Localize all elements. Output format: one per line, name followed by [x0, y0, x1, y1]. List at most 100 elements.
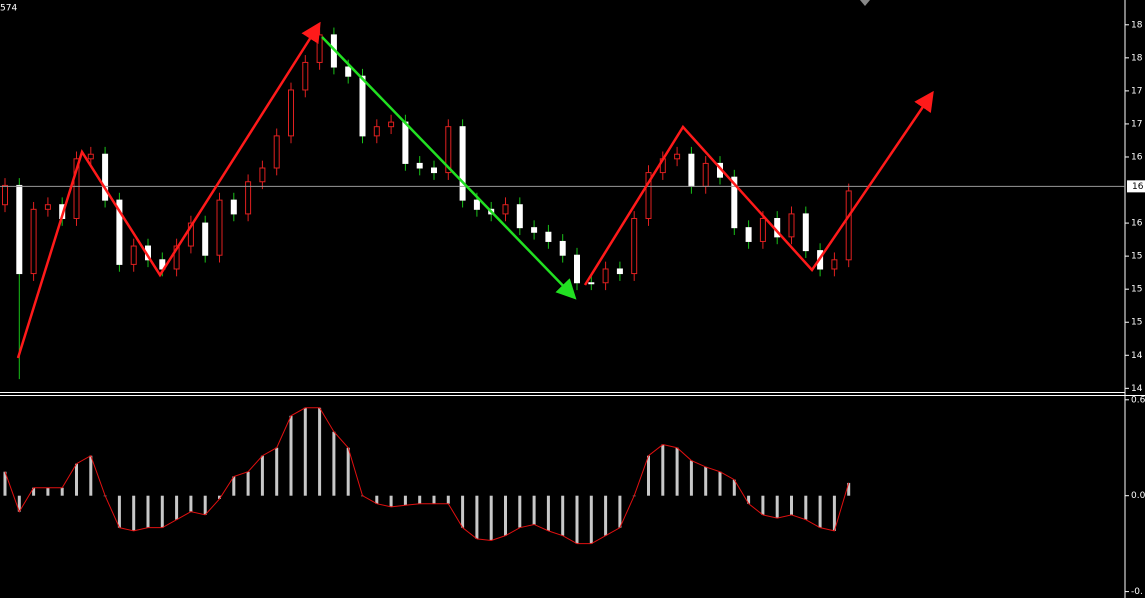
- candle-body: [316, 34, 323, 63]
- candle-body: [459, 126, 466, 201]
- candle-body: [245, 181, 252, 215]
- histogram-bar: [618, 495, 622, 528]
- candle-body: [688, 153, 695, 187]
- candle-body: [16, 184, 23, 275]
- candle-body: [44, 204, 51, 210]
- candle-body: [73, 158, 80, 219]
- histogram-bar: [60, 487, 64, 496]
- candle-body: [230, 199, 237, 215]
- y-tick-label: 15: [1131, 318, 1142, 328]
- histogram-bar: [561, 495, 565, 536]
- histogram-bar: [804, 495, 808, 520]
- candle-body: [187, 222, 194, 247]
- histogram-bar: [589, 495, 593, 544]
- histogram-bar: [747, 495, 751, 504]
- histogram-bar: [604, 495, 608, 536]
- y-tick-label: 17: [1131, 119, 1142, 129]
- plot: 18 18 17 17 16 16 15 15 15 14 14 16 0.6 0.0 -0.: [0, 20, 1145, 597]
- histogram-bar: [117, 495, 121, 528]
- histogram-bar: [647, 455, 650, 496]
- y-tick-label: 0.0: [1131, 491, 1145, 501]
- histogram-bar: [246, 471, 250, 496]
- candle-body: [445, 126, 452, 174]
- trend-arrow: [321, 36, 577, 300]
- current-price-label: 16: [1132, 182, 1144, 192]
- histogram-bar: [546, 495, 550, 531]
- histogram-bar: [518, 495, 522, 528]
- histogram-bar: [218, 495, 221, 499]
- histogram-bar: [375, 495, 379, 504]
- histogram-bar: [46, 487, 50, 496]
- candle-body: [745, 227, 752, 242]
- candle-body: [645, 172, 652, 219]
- histogram-bar: [704, 466, 708, 496]
- candle-body: [388, 121, 395, 128]
- histogram-bar: [818, 495, 822, 528]
- histogram-bar: [132, 495, 136, 531]
- histogram-bar: [332, 431, 336, 496]
- y-tick-label: 14: [1131, 351, 1143, 361]
- y-tick-label: 16: [1131, 219, 1143, 229]
- candle-body: [30, 208, 37, 275]
- histogram-bar: [389, 495, 393, 507]
- candle-body: [802, 213, 809, 252]
- candle-body: [759, 217, 766, 242]
- y-tick-label: 15: [1131, 252, 1142, 262]
- histogram-bar: [475, 495, 479, 539]
- y-tick-label: -0.: [1131, 587, 1143, 597]
- candle-body: [402, 121, 409, 164]
- candle-body: [173, 245, 180, 270]
- histogram-bar: [303, 407, 307, 496]
- histogram-bar: [289, 415, 293, 496]
- y-tick-label: 14: [1131, 384, 1143, 394]
- histogram-bar: [775, 495, 779, 519]
- candle-body: [359, 75, 366, 137]
- candle-body: [588, 282, 595, 285]
- y-tick-label: 15: [1131, 285, 1142, 295]
- histogram-bar: [17, 495, 21, 512]
- histogram-bar: [160, 495, 164, 528]
- trend-arrow: [583, 90, 934, 286]
- histogram-bar: [832, 495, 836, 531]
- candle-body: [545, 231, 552, 242]
- histogram-bar: [689, 460, 693, 496]
- candle-body: [516, 204, 523, 229]
- histogram-bar: [3, 471, 7, 496]
- candle-body: [473, 199, 480, 210]
- trend-arrow: [16, 21, 321, 359]
- candle-body: [674, 153, 681, 160]
- histogram-bar: [146, 495, 150, 528]
- histogram-bar: [232, 476, 236, 496]
- histogram-bar: [575, 495, 579, 544]
- y-tick-label: 16: [1131, 152, 1143, 162]
- candle-body: [216, 199, 223, 256]
- shift-marker: [860, 0, 870, 6]
- histogram-bar: [346, 447, 350, 496]
- candle-body: [788, 213, 795, 238]
- histogram-bar: [489, 495, 493, 541]
- histogram-bar: [790, 495, 793, 515]
- candle-body: [831, 259, 838, 270]
- symbol-label: 574: [0, 4, 17, 14]
- histogram-bar: [675, 447, 679, 496]
- histogram-bar: [32, 487, 36, 496]
- histogram-bar: [89, 455, 93, 496]
- candle-body: [288, 89, 294, 137]
- current-price-box: [1127, 180, 1145, 193]
- histogram-bar: [532, 495, 536, 525]
- candle-body: [159, 259, 166, 270]
- histogram-bar: [432, 495, 436, 504]
- histogram-bar: [761, 495, 765, 515]
- candle-body: [431, 167, 437, 174]
- candle-body: [116, 199, 123, 265]
- histogram-bar: [732, 479, 736, 496]
- candle-body: [502, 204, 509, 215]
- histogram-bar: [318, 407, 322, 496]
- candle-body: [702, 162, 709, 187]
- histogram-bar: [403, 495, 407, 506]
- signal-line: [4, 407, 850, 545]
- candle-body: [574, 254, 580, 284]
- candle-body: [273, 135, 280, 169]
- histogram-bar: [718, 471, 722, 496]
- candle-body: [102, 153, 109, 201]
